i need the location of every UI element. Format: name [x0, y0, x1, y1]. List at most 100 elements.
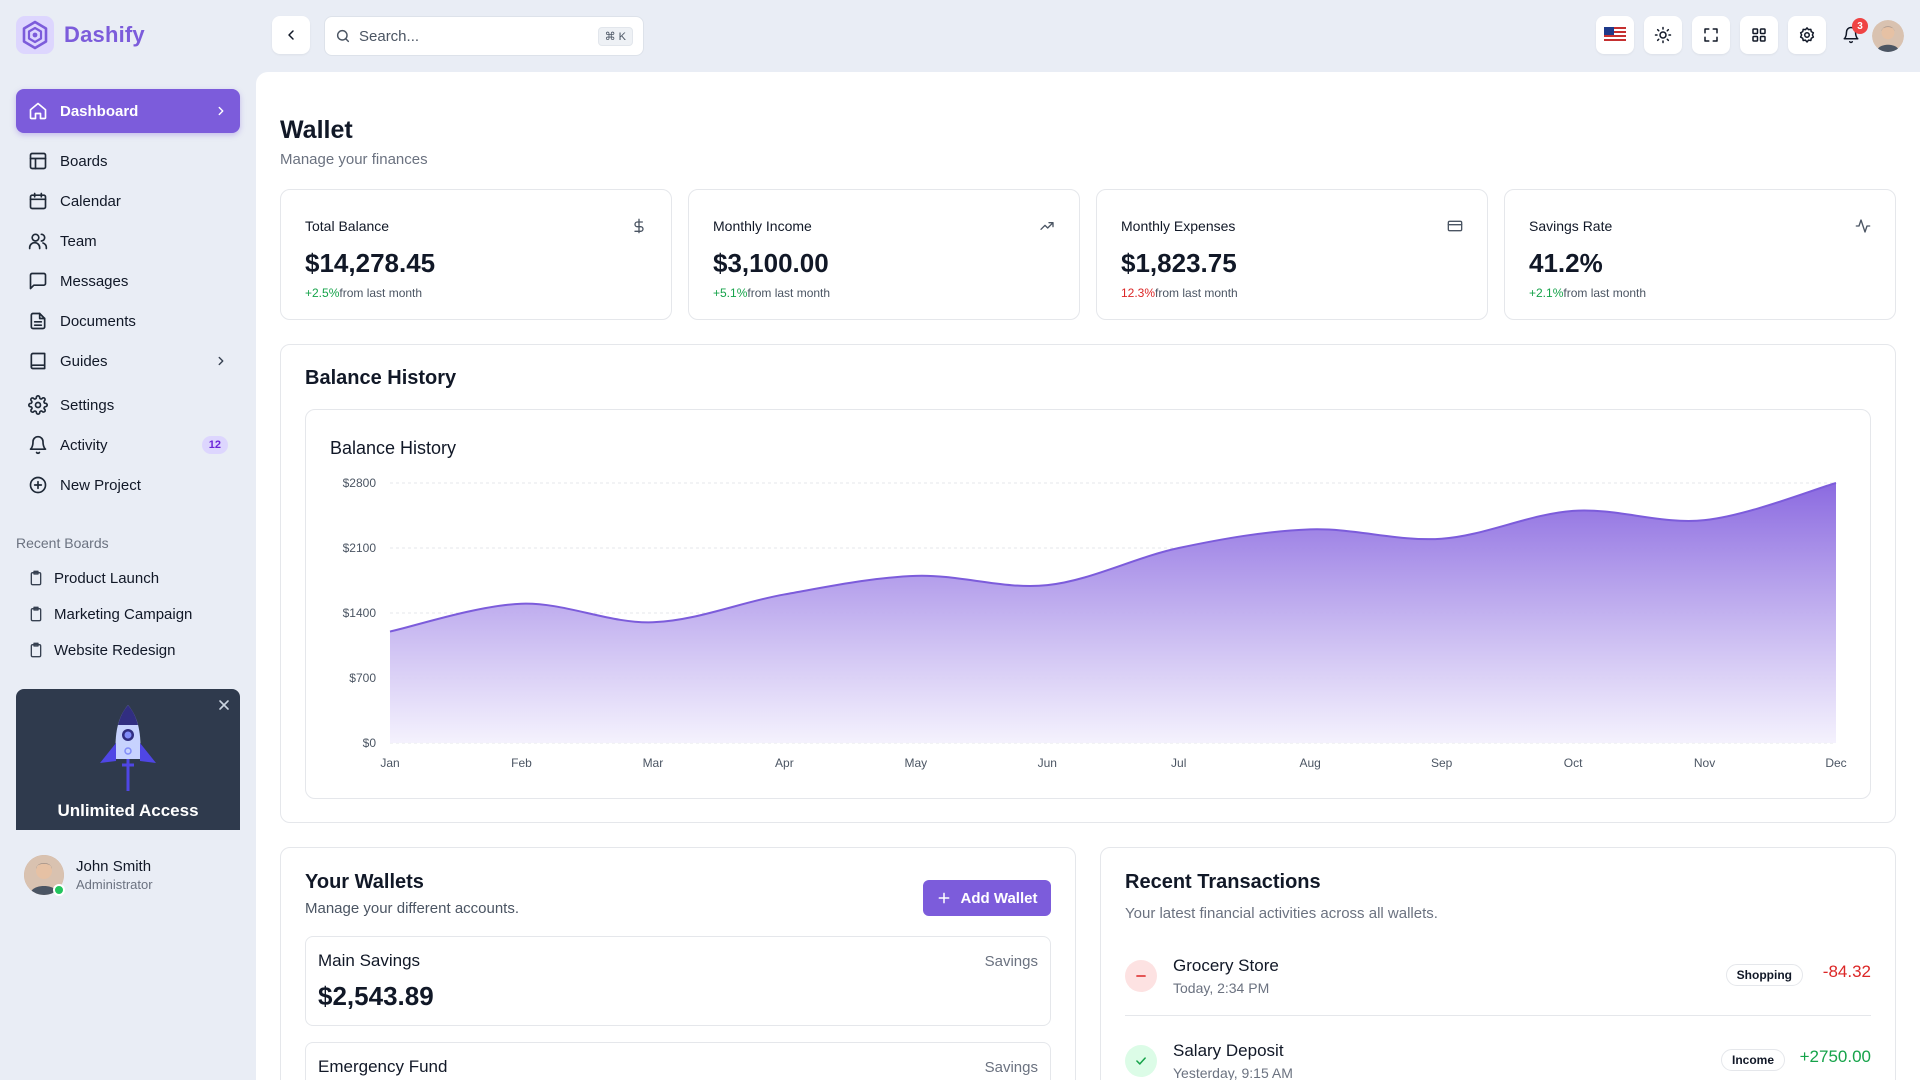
balance-history-chart-panel: Balance History $0 $700 $1400 $2100 $2800 Jan…: [305, 409, 1871, 799]
wallet-name: Emergency Fund: [318, 1057, 448, 1076]
chevron-right-icon: [218, 356, 224, 366]
stat-value: $14,278.45: [305, 248, 436, 278]
sidebar-item-settings[interactable]: Settings: [16, 385, 240, 425]
wallet-name: Main Savings: [318, 951, 421, 970]
stat-note: from last month: [1563, 286, 1647, 300]
x-tick-label: Sep: [1431, 756, 1453, 770]
stat-label: Monthly Expenses: [1121, 218, 1236, 234]
sidebar-item-label: Boards: [60, 152, 108, 170]
stat-value: 41.2%: [1529, 248, 1603, 278]
sidebar-item-boards[interactable]: Boards: [16, 141, 240, 181]
document-icon: [30, 312, 46, 330]
close-icon[interactable]: [216, 697, 232, 713]
wallet-type: Savings: [984, 953, 1038, 970]
stat-footer: 12.3%from last month: [1121, 286, 1238, 300]
sidebar-item-activity[interactable]: Activity 12: [16, 425, 240, 465]
recent-board-label: Product Launch: [54, 569, 160, 587]
fullscreen-button[interactable]: [1692, 16, 1730, 54]
search-shortcut: ⌘ K: [597, 26, 633, 46]
sidebar-item-guides[interactable]: Guides: [16, 341, 240, 381]
header-avatar[interactable]: [1872, 20, 1904, 52]
notification-count-badge: 3: [1852, 18, 1868, 34]
sidebar: Dashify Dashboard Boards Calendar Team M…: [0, 0, 256, 1080]
promo-card: Unlimited Access: [16, 689, 240, 830]
plus-icon: [938, 892, 949, 904]
transaction-time: Yesterday, 9:15 AM: [1173, 1065, 1293, 1080]
clipboard-icon: [30, 642, 42, 658]
user-role: Administrator: [76, 877, 153, 892]
stat-value: $3,100.00: [713, 248, 829, 278]
area-fill: [390, 483, 1836, 743]
dollar-icon: [634, 218, 644, 234]
fullscreen-icon: [1704, 28, 1718, 42]
balance-history-card: Balance History Balance History $0 $700 $1…: [280, 344, 1896, 823]
notifications-button[interactable]: 3: [1832, 16, 1870, 54]
sidebar-item-label: Guides: [60, 352, 108, 370]
x-tick-label: May: [904, 756, 927, 770]
sidebar-item-dashboard[interactable]: Dashboard: [16, 89, 240, 133]
sidebar-item-documents[interactable]: Documents: [16, 301, 240, 341]
sidebar-item-label: New Project: [60, 476, 141, 494]
settings-button[interactable]: [1788, 16, 1826, 54]
theme-toggle-button[interactable]: [1644, 16, 1682, 54]
apps-button[interactable]: [1740, 16, 1778, 54]
stat-card-savings-rate: Savings Rate 41.2% +2.1%from last month: [1504, 189, 1896, 320]
rocket-icon: [100, 705, 156, 791]
chart-title: Balance History: [330, 438, 457, 458]
user-profile[interactable]: John Smith Administrator: [24, 855, 153, 896]
wallet-type: Savings: [984, 1059, 1038, 1076]
transactions-title: Recent Transactions: [1125, 871, 1321, 893]
stat-change: 12.3%: [1121, 286, 1156, 300]
transaction-amount: +2750.00: [1799, 1047, 1871, 1066]
add-wallet-button[interactable]: Add Wallet: [923, 880, 1051, 916]
chevron-right-icon: [218, 106, 224, 116]
sidebar-item-label: Messages: [60, 272, 129, 290]
sidebar-item-label: Settings: [60, 396, 115, 414]
trending-up-icon: [1040, 222, 1054, 230]
transactions-subtitle: Your latest financial activities across …: [1125, 905, 1438, 922]
sidebar-nav: Dashboard Boards Calendar Team Messages …: [16, 89, 240, 505]
sidebar-item-team[interactable]: Team: [16, 221, 240, 261]
balance-history-chart: $0 $700 $1400 $2100 $2800 Jan Feb Mar Apr May Jun J…: [343, 476, 1847, 770]
book-icon: [30, 352, 46, 370]
transactions-card: Recent Transactions Your latest financia…: [1100, 847, 1896, 1080]
collapse-sidebar-button[interactable]: [272, 16, 310, 54]
brand[interactable]: Dashify: [16, 16, 145, 54]
x-tick-label: Feb: [511, 756, 532, 770]
y-tick-label: $1400: [343, 606, 377, 620]
avatar: [24, 855, 65, 896]
check-icon: [1125, 1045, 1157, 1077]
x-tick-label: Apr: [775, 756, 794, 770]
transaction-row[interactable]: Grocery Store Today, 2:34 PM Shopping -8…: [1125, 946, 1871, 1016]
sidebar-item-calendar[interactable]: Calendar: [16, 181, 240, 221]
wallet-balance: $2,543.89: [318, 981, 434, 1011]
stat-label: Total Balance: [305, 218, 390, 234]
clipboard-icon: [30, 606, 42, 622]
stat-change: +5.1%: [713, 286, 748, 300]
sidebar-item-new-project[interactable]: New Project: [16, 465, 240, 505]
gear-icon: [28, 395, 48, 415]
x-tick-label: Dec: [1825, 756, 1846, 770]
chevron-left-icon: [288, 30, 294, 40]
sidebar-item-messages[interactable]: Messages: [16, 261, 240, 301]
wallet-item[interactable]: Emergency Fund Savings: [305, 1042, 1051, 1080]
wallet-item[interactable]: Main Savings Savings $2,543.89: [305, 936, 1051, 1026]
bell-icon: [1843, 26, 1859, 44]
series-line: [389, 482, 1837, 633]
stat-note: from last month: [747, 286, 831, 300]
recent-board-label: Marketing Campaign: [54, 605, 193, 623]
recent-board-item[interactable]: Website Redesign: [28, 632, 240, 668]
stat-note: from last month: [339, 286, 423, 300]
language-button[interactable]: [1596, 16, 1634, 54]
transaction-row[interactable]: Salary Deposit Yesterday, 9:15 AM Income…: [1125, 1031, 1871, 1080]
stat-value: $1,823.75: [1121, 248, 1237, 278]
stat-change: +2.5%: [305, 286, 340, 300]
x-tick-label: Oct: [1564, 756, 1583, 770]
clipboard-icon: [30, 570, 42, 586]
team-icon: [28, 233, 48, 250]
recent-board-item[interactable]: Marketing Campaign: [28, 596, 240, 632]
x-tick-label: Jan: [380, 756, 399, 770]
recent-board-item[interactable]: Product Launch: [28, 560, 240, 596]
sidebar-item-label: Documents: [60, 312, 136, 330]
search-input[interactable]: Search... ⌘ K: [324, 16, 644, 56]
